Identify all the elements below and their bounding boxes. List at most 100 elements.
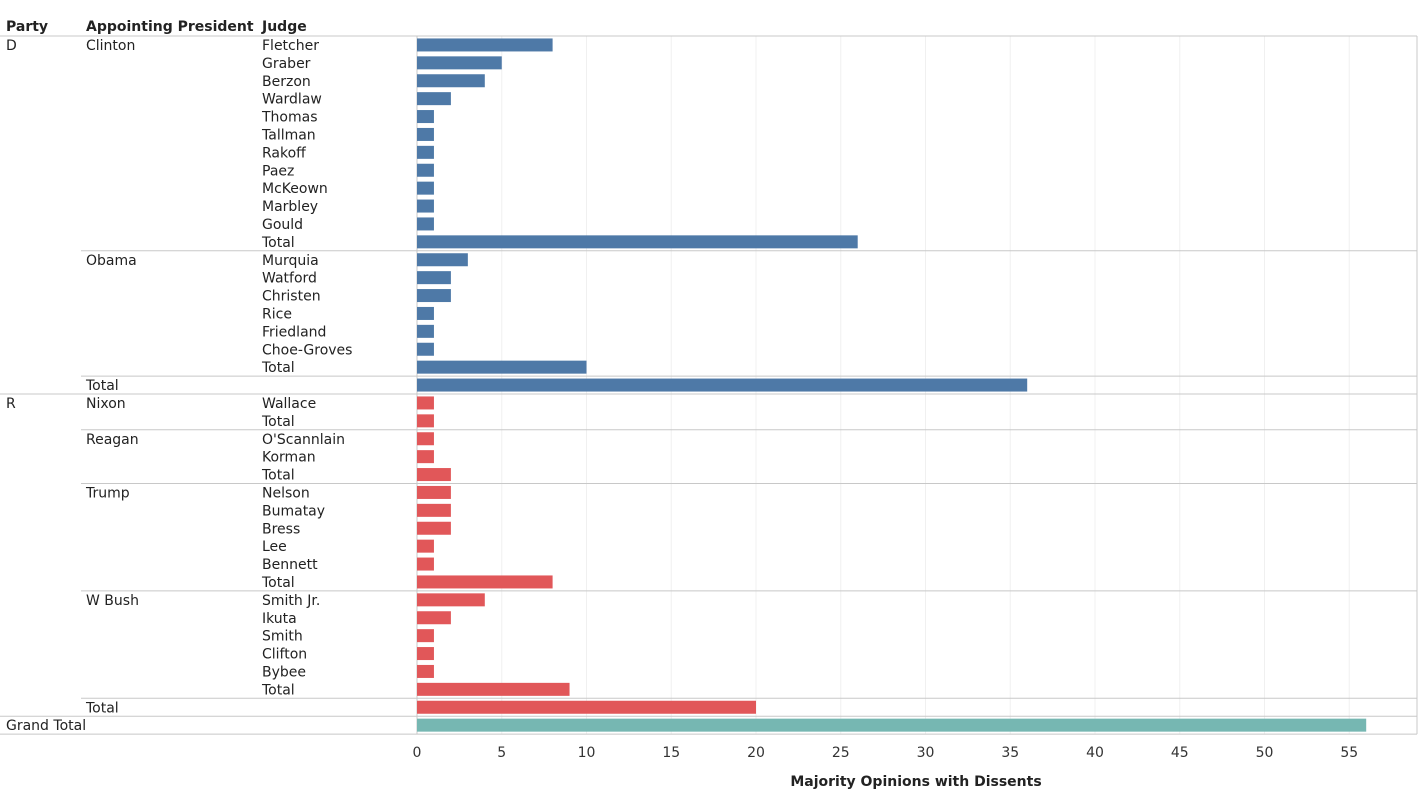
judge-label: Lee [262,539,287,555]
judge-label: Thomas [261,110,318,126]
president-label: Trump [85,485,130,501]
bar-tallman [417,127,434,141]
judge-label: Bress [262,521,300,537]
bar-rice [417,306,434,320]
bar-bumatay [417,503,451,517]
x-tick-label: 40 [1086,745,1104,761]
judge-label: Rakoff [262,145,306,161]
x-tick-label: 30 [917,745,935,761]
president-total-label: Total [261,235,295,251]
x-tick-label: 45 [1171,745,1189,761]
x-axis-title: Majority Opinions with Dissents [790,774,1041,790]
bar-wardlaw [417,92,451,106]
judge-label: Ikuta [262,611,297,627]
bar-total-nixon [417,414,434,428]
bar-total-w-bush [417,682,570,696]
judge-label: Paez [262,163,294,179]
bar-clifton [417,647,434,661]
judge-label: McKeown [262,181,328,197]
x-tick-label: 55 [1340,745,1358,761]
bar-christen [417,289,451,303]
bar-marbley [417,199,434,213]
x-tick-label: 35 [1001,745,1019,761]
bar-total-reagan [417,468,451,482]
bar-paez [417,163,434,177]
president-label: W Bush [86,593,139,609]
bar-murquia [417,253,468,267]
judge-label: Bybee [262,664,306,680]
bar-gould [417,217,434,231]
x-tick-label: 50 [1256,745,1274,761]
president-label: Nixon [86,396,126,412]
president-total-label: Total [261,682,295,698]
bar-ikuta [417,611,451,625]
judge-label: O'Scannlain [262,432,345,448]
chart-rows: D Clinton Fletcher Graber Berzon Wardlaw Thoma… [0,35,1418,735]
judge-label: Clifton [262,647,307,663]
bar-mckeown [417,181,434,195]
judge-label: Wallace [262,396,316,412]
judge-label: Smith Jr. [262,593,320,609]
judge-label: Smith [262,629,303,645]
president-total-label: Total [261,575,295,591]
judge-label: Christen [262,289,321,305]
grand-total-label: Grand Total [6,718,86,734]
bar-watford [417,271,451,285]
bar-choe-groves [417,342,434,356]
judge-label: Nelson [262,485,310,501]
bar-graber [417,56,502,70]
x-tick-label: 0 [413,745,422,761]
x-axis: 0 5 10 15 20 25 30 35 40 45 50 55 [413,745,1359,761]
judge-label: Gould [262,217,303,233]
x-tick-label: 10 [578,745,596,761]
party-label: R [6,396,16,412]
bar-smith [417,629,434,643]
bar-korman [417,450,434,464]
bar-bress [417,521,451,535]
bar-total-trump [417,575,553,589]
bar-berzon [417,74,485,88]
president-total-label: Total [261,414,295,430]
bar-fletcher [417,38,553,52]
bar-total-clinton [417,235,858,249]
header-appointing-president: Appointing President [86,19,254,35]
judge-label: Wardlaw [262,92,322,108]
bar-rakoff [417,145,434,159]
judge-label: Watford [262,271,317,287]
judge-label: Tallman [261,127,316,143]
bar-thomas [417,110,434,124]
party-total-label: Total [85,378,119,394]
bar-bennett [417,557,434,571]
judge-label: Bennett [262,557,318,573]
x-tick-label: 20 [747,745,765,761]
bar-total-party-d [417,378,1028,392]
president-total-label: Total [261,360,295,376]
bar-wallace [417,396,434,410]
judge-label: Bumatay [262,503,325,519]
bar-bybee [417,664,434,678]
president-total-label: Total [261,468,295,484]
header-judge: Judge [261,19,307,35]
judge-label: Rice [262,306,292,322]
x-tick-label: 5 [497,745,506,761]
judge-label: Marbley [262,199,318,215]
judge-label: Murquia [262,253,319,269]
party-label: D [6,38,17,54]
bar-nelson [417,485,451,499]
bar-smith-jr- [417,593,485,607]
judge-label: Fletcher [262,38,319,54]
bar-total-obama [417,360,587,374]
bar-lee [417,539,434,553]
party-total-label: Total [85,700,119,716]
judge-label: Graber [262,56,311,72]
president-label: Reagan [86,432,139,448]
header-party: Party [6,19,48,35]
x-tick-label: 15 [662,745,680,761]
bar-grand-total [417,718,1367,732]
judge-label: Friedland [262,324,326,340]
bar-o-scannlain [417,432,434,446]
judge-label: Choe-Groves [262,342,352,358]
judge-label: Korman [262,450,316,466]
bar-total-party-r [417,700,756,714]
